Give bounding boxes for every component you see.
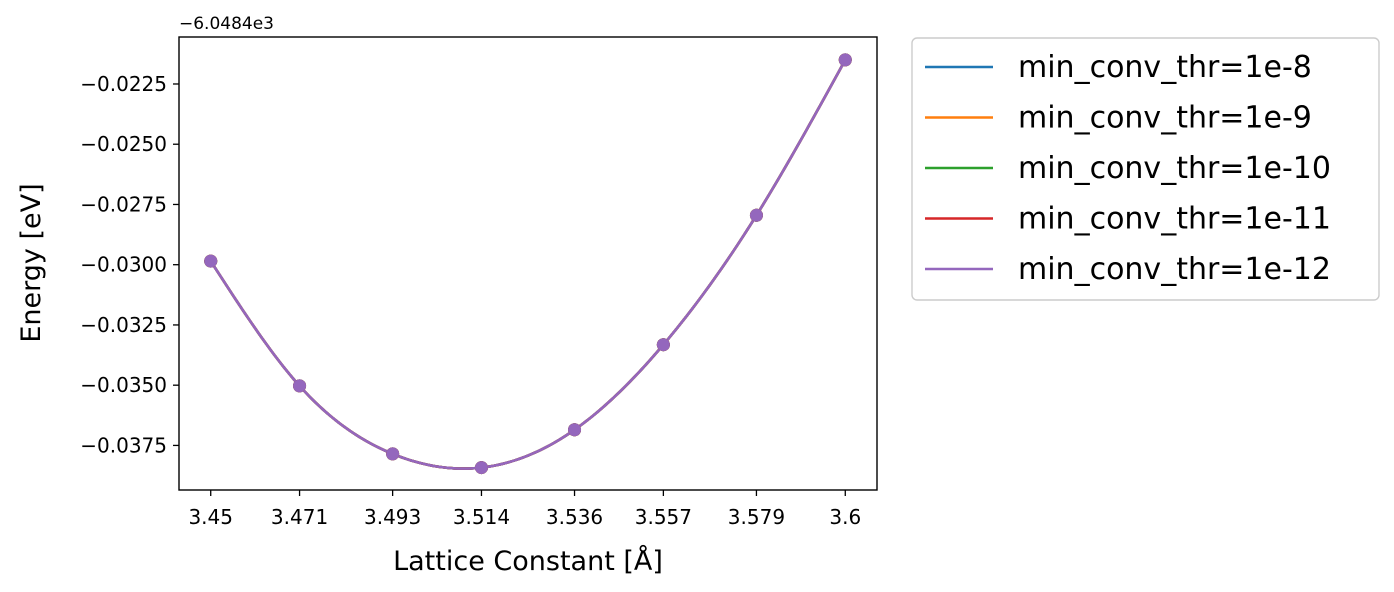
x-tick-label: 3.557 (635, 505, 692, 529)
data-point (386, 447, 400, 461)
series-lines (209, 59, 847, 470)
series-line (209, 59, 847, 470)
legend-box (911, 37, 1380, 301)
series-line (209, 59, 847, 470)
data-point (293, 379, 307, 393)
y-axis-label: Energy [eV] (16, 183, 47, 342)
x-tick-label: 3.6 (829, 505, 861, 529)
legend-label: min_conv_thr=1e-11 (1018, 202, 1331, 237)
data-point (568, 423, 582, 437)
y-tick-label: −0.0350 (80, 373, 167, 397)
series-line (209, 59, 847, 470)
legend-entry: min_conv_thr=1e-12 (925, 252, 1331, 287)
x-tick-label: 3.471 (271, 505, 328, 529)
legend-entry: min_conv_thr=1e-9 (925, 101, 1312, 136)
legend-entry: min_conv_thr=1e-8 (925, 50, 1312, 85)
data-point (838, 53, 852, 67)
plot-frame (178, 36, 878, 491)
series-line (209, 59, 847, 470)
x-tick-label: 3.536 (546, 505, 603, 529)
x-tick-label: 3.493 (364, 505, 421, 529)
data-point (204, 254, 218, 268)
y-offset-label: −6.0484e3 (179, 14, 274, 34)
legend: min_conv_thr=1e-8 min_conv_thr=1e-9 min_co… (911, 37, 1380, 301)
series-line (209, 59, 847, 470)
legend-label: min_conv_thr=1e-8 (1018, 50, 1312, 85)
data-point (656, 338, 670, 352)
y-tick-label: −0.0225 (80, 72, 167, 96)
x-tick-label: 3.45 (188, 505, 233, 529)
data-points (204, 53, 852, 475)
legend-label: min_conv_thr=1e-10 (1018, 151, 1331, 186)
legend-label: min_conv_thr=1e-9 (1018, 101, 1312, 136)
y-tick-label: −0.0275 (80, 192, 167, 216)
data-point (474, 461, 488, 475)
y-tick-label: −0.0325 (80, 313, 167, 337)
y-tick-label: −0.0375 (80, 433, 167, 457)
legend-label: min_conv_thr=1e-12 (1018, 252, 1331, 287)
y-axis: −0.0225 −0.0250 −0.0275 −0.0300 −0.0325 −0.03… (80, 72, 179, 457)
x-tick-label: 3.514 (453, 505, 510, 529)
legend-entry: min_conv_thr=1e-11 (925, 202, 1331, 237)
y-tick-label: −0.0300 (80, 253, 167, 277)
data-point (749, 208, 763, 222)
y-tick-label: −0.0250 (80, 132, 167, 156)
legend-entry: min_conv_thr=1e-10 (925, 151, 1331, 186)
x-axis-label: Lattice Constant [Å] (393, 545, 663, 577)
x-tick-label: 3.579 (728, 505, 785, 529)
x-axis: 3.45 3.471 3.493 3.514 3.536 3.557 3.579 3.6 (188, 490, 861, 529)
